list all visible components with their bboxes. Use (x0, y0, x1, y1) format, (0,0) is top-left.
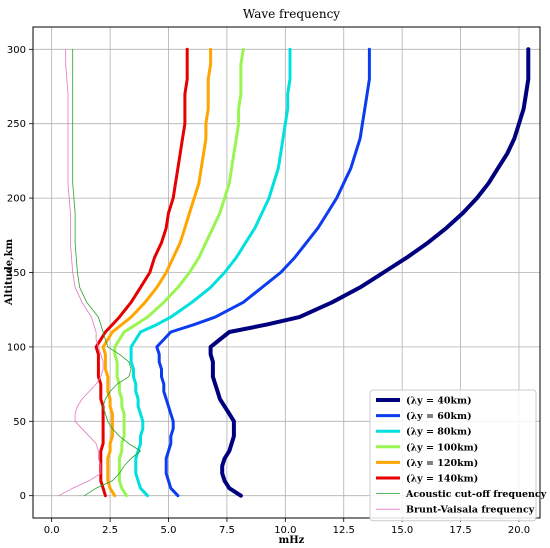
x-tick-label: 10.0 (274, 525, 296, 536)
legend-label: Brunt-Vaisala frequency (406, 505, 535, 516)
y-tick-label: 200 (7, 194, 26, 205)
series-line-2 (129, 47, 292, 498)
x-tick-label: 12.5 (333, 525, 355, 536)
grid-lines (33, 27, 540, 518)
legend: (λy = 40km) (λy = 60km) (λy = 80km) (λy = 1… (369, 389, 547, 522)
legend-label: (λy = 120km) (406, 458, 478, 469)
y-tick-label: 50 (13, 417, 26, 428)
series-line-0 (208, 47, 531, 498)
x-tick-label: 15.0 (391, 525, 413, 536)
y-axis-label: Altitude,km (4, 238, 15, 306)
legend-label: (λy = 100km) (406, 442, 478, 453)
y-tick-label: 250 (7, 119, 26, 130)
series-line-5 (94, 47, 189, 498)
x-tick-label: 20.0 (508, 525, 530, 536)
legend-label: (λy = 80km) (406, 427, 472, 438)
y-tick-label: 300 (7, 45, 26, 56)
series-line-7 (58, 48, 104, 497)
series-line-6 (72, 48, 141, 497)
x-tick-label: 7.5 (219, 525, 235, 536)
legend-label: (λy = 40km) (406, 396, 472, 407)
y-tick-label: 100 (7, 342, 26, 353)
series-line-3 (113, 47, 245, 498)
axis-ticks: 0.0 2.5 5.0 7.5 10.0 12.5 15.0 17.5 20.0 0 50 100 15… (7, 45, 530, 536)
x-tick-label: 17.5 (449, 525, 471, 536)
legend-label: Acoustic cut-off frequency (405, 489, 547, 500)
legend-label: (λy = 140km) (406, 474, 478, 485)
x-axis-label: mHz (279, 535, 305, 546)
series-line-1 (155, 47, 371, 498)
y-tick-label: 150 (7, 268, 26, 279)
legend-label: (λy = 60km) (406, 411, 472, 422)
series-lines (58, 47, 531, 498)
series-line-4 (101, 47, 213, 498)
x-tick-label: 5.0 (161, 525, 177, 536)
y-tick-label: 0 (20, 491, 26, 502)
x-tick-label: 0.0 (44, 525, 60, 536)
legend-box (369, 389, 537, 522)
chart-title: Wave frequency (243, 7, 340, 21)
x-tick-label: 2.5 (102, 525, 118, 536)
